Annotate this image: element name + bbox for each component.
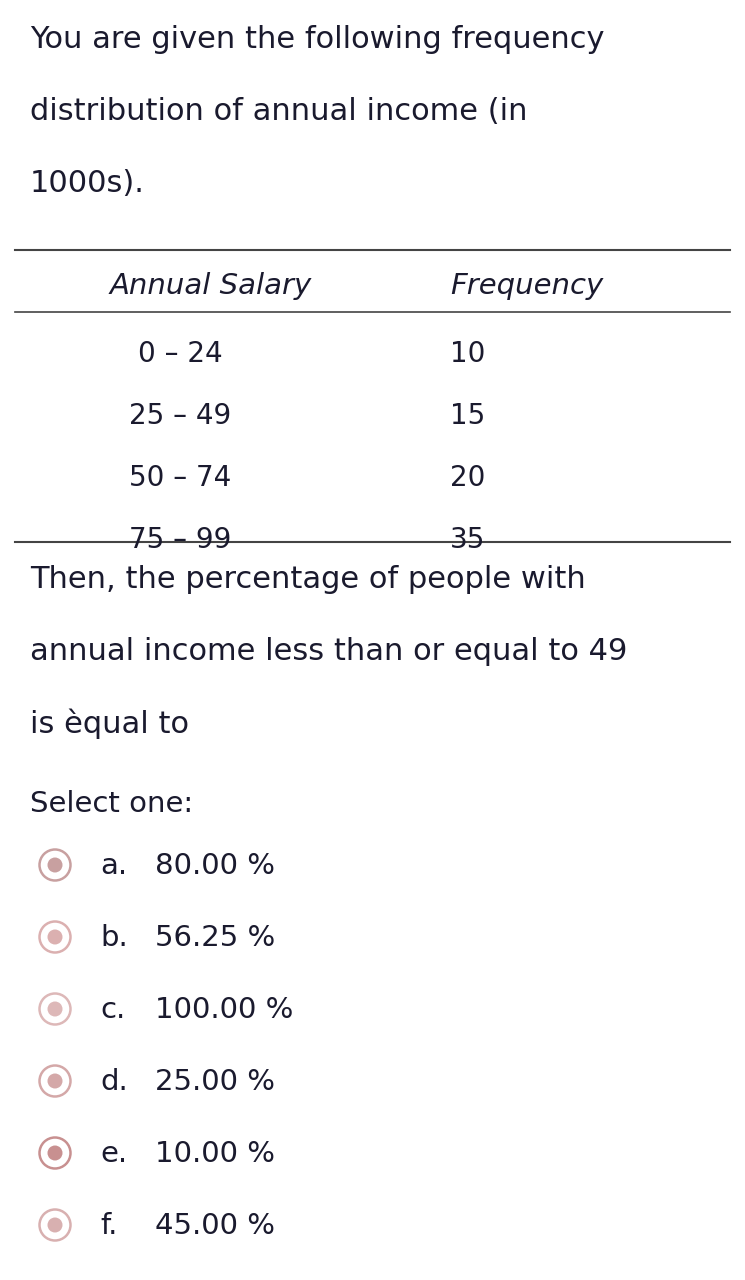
Text: Annual Salary: Annual Salary — [110, 271, 312, 300]
Text: 25 – 49: 25 – 49 — [129, 402, 231, 430]
Circle shape — [39, 1065, 71, 1097]
Text: 10: 10 — [450, 340, 486, 369]
Text: 0 – 24: 0 – 24 — [138, 340, 222, 369]
Circle shape — [48, 858, 63, 873]
Text: b.: b. — [100, 924, 127, 952]
Circle shape — [39, 1210, 71, 1240]
Circle shape — [39, 1138, 71, 1169]
Circle shape — [39, 922, 71, 952]
Text: Frequency: Frequency — [450, 271, 603, 300]
Text: Select one:: Select one: — [30, 790, 193, 818]
Circle shape — [48, 1001, 63, 1016]
Text: annual income less than or equal to 49: annual income less than or equal to 49 — [30, 637, 627, 666]
Text: 56.25 %: 56.25 % — [155, 924, 275, 952]
Text: Then, the percentage of people with: Then, the percentage of people with — [30, 564, 586, 594]
Text: 35: 35 — [450, 526, 486, 554]
Text: is èqual to: is èqual to — [30, 709, 189, 740]
Text: You are given the following frequency: You are given the following frequency — [30, 26, 604, 54]
Text: 10.00 %: 10.00 % — [155, 1140, 275, 1167]
Text: a.: a. — [100, 852, 127, 881]
Text: 15: 15 — [450, 402, 485, 430]
Text: distribution of annual income (in: distribution of annual income (in — [30, 97, 527, 125]
Text: 20: 20 — [450, 463, 486, 492]
Text: 1000s).: 1000s). — [30, 169, 145, 198]
Text: d.: d. — [100, 1068, 127, 1096]
Circle shape — [39, 850, 71, 881]
Circle shape — [48, 1146, 63, 1161]
Circle shape — [48, 929, 63, 945]
Circle shape — [39, 993, 71, 1024]
Text: c.: c. — [100, 996, 125, 1024]
Text: e.: e. — [100, 1140, 127, 1167]
Text: 25.00 %: 25.00 % — [155, 1068, 275, 1096]
Text: f.: f. — [100, 1212, 118, 1240]
Text: 75 – 99: 75 – 99 — [129, 526, 231, 554]
Text: 80.00 %: 80.00 % — [155, 852, 275, 881]
Text: 50 – 74: 50 – 74 — [129, 463, 231, 492]
Circle shape — [48, 1074, 63, 1088]
Circle shape — [48, 1217, 63, 1233]
Text: 100.00 %: 100.00 % — [155, 996, 294, 1024]
Text: 45.00 %: 45.00 % — [155, 1212, 275, 1240]
